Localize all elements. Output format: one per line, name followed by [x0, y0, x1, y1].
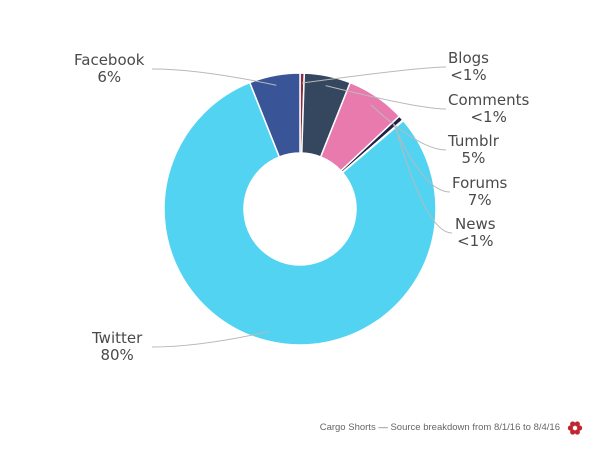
logo-petal — [574, 421, 580, 427]
label-blogs-name: Blogs — [448, 49, 489, 67]
label-forums-pct: 7% — [467, 191, 492, 209]
leader-twitter — [151, 330, 270, 348]
logo-center — [573, 426, 577, 430]
label-blogs: Blogs <1% — [448, 50, 489, 84]
slice-facebook — [248, 72, 301, 158]
logo-petal — [570, 421, 576, 427]
label-facebook: Facebook 6% — [74, 52, 144, 86]
label-facebook-pct: 6% — [97, 68, 122, 86]
label-news: News <1% — [455, 216, 496, 250]
leader-lines — [151, 66, 453, 348]
donut-slices — [163, 72, 437, 346]
label-comments: Comments <1% — [448, 92, 529, 126]
logo-petal — [570, 429, 576, 435]
label-news-name: News — [455, 215, 496, 233]
slice-twitter — [163, 81, 437, 346]
label-tumblr-name: Tumblr — [448, 132, 499, 150]
label-twitter: Twitter 80% — [92, 330, 142, 364]
label-forums: Forums 7% — [452, 175, 507, 209]
leader-news — [395, 126, 453, 234]
logo-petal — [574, 429, 580, 435]
brand-logo-icon — [567, 421, 583, 435]
label-comments-pct: <1% — [470, 108, 507, 126]
chart-footer: Cargo Shorts — Source breakdown from 8/1… — [319, 422, 560, 433]
leader-tumblr — [370, 104, 447, 151]
label-facebook-name: Facebook — [74, 51, 145, 69]
label-comments-name: Comments — [448, 91, 530, 109]
logo-petal — [567, 425, 573, 431]
leader-forums — [393, 124, 451, 193]
leader-facebook — [151, 68, 277, 86]
label-twitter-name: Twitter — [92, 329, 143, 347]
logo-petal — [577, 425, 583, 431]
leader-blogs — [301, 66, 447, 84]
label-news-pct: <1% — [457, 232, 494, 250]
label-blogs-pct: <1% — [450, 66, 487, 84]
leader-comments — [325, 85, 447, 110]
label-forums-name: Forums — [452, 174, 508, 192]
label-twitter-pct: 80% — [100, 346, 134, 364]
label-tumblr: Tumblr 5% — [448, 133, 499, 167]
label-tumblr-pct: 5% — [461, 149, 486, 167]
